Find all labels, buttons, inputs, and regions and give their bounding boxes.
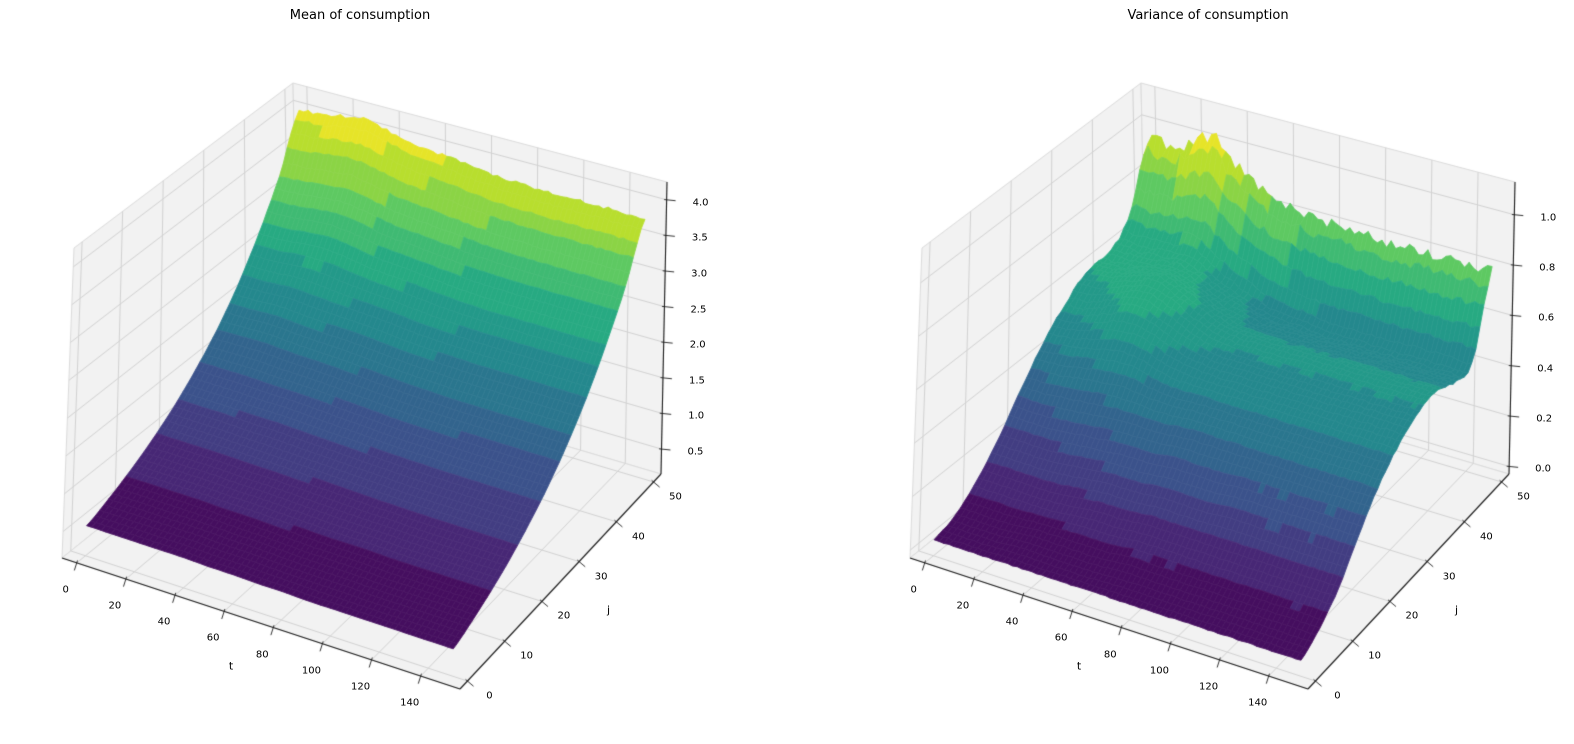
chart-title-mean-of-consumption: Mean of consumption [289,8,431,23]
chart-title-variance-of-consumption: Variance of consumption [1127,8,1289,23]
